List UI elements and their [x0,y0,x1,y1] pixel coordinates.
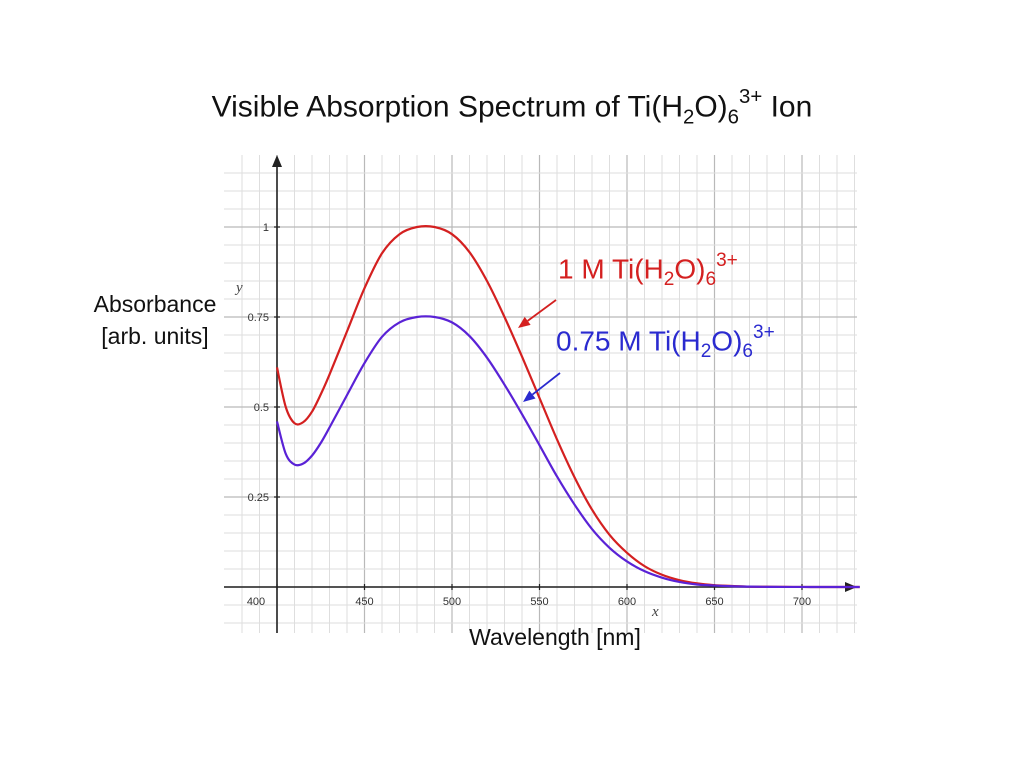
label-superscript: 3+ [753,322,775,343]
x-tick-label: 400 [247,596,265,608]
arrow-1m [518,299,557,328]
series-label-1m: 1 M Ti(H2O)63+ [558,250,738,291]
y-axis-title-line1: Absorbance [93,291,217,317]
title-text: Visible Absorption Spectrum of Ti(H [211,90,683,124]
label-subscript-2: 6 [705,269,717,291]
title-text-end: Ion [762,90,813,124]
x-tick-label: 700 [793,596,811,608]
title-superscript: 3+ [739,86,763,108]
x-tick-label: 600 [618,596,636,608]
label-subscript-2: 6 [742,341,753,363]
y-tick-label: 1 [263,222,269,234]
y-axis-title: Absorbance [arb. units] [70,288,240,352]
label-text: 1 M Ti(H [558,253,664,285]
label-subscript: 2 [663,269,675,291]
series-lines [275,225,860,589]
title-subscript: 2 [683,106,695,129]
x-tick-label: 650 [705,596,723,608]
arrow-shaft [527,299,557,322]
title-text-mid: O) [694,90,728,124]
label-subscript: 2 [700,341,712,363]
arrow-head [523,390,536,402]
series-label-075m: 0.75 M Ti(H2O)63+ [556,322,775,363]
y-tick-label: 0.25 [248,492,269,504]
y-tick-label: 0.75 [248,312,269,324]
x-axis-variable: x [651,604,659,620]
x-tick-label: 450 [355,596,373,608]
x-axis-title: Wavelength [nm] [469,624,641,650]
title-subscript-2: 6 [727,106,740,129]
label-superscript: 3+ [716,250,738,271]
x-tick-label: 550 [530,596,548,608]
y-axis-arrowhead [272,155,282,167]
label-text-mid: O) [674,253,706,285]
y-tick-label: 0.5 [254,402,269,414]
arrow-075m [523,372,561,402]
tick-labels: 400 450 500 550 600 650 700 0.25 0.5 0.75 1 [247,222,811,608]
label-text: 0.75 M Ti(H [556,325,701,357]
grid [224,155,857,633]
label-text-mid: O) [711,325,743,357]
series-line-075m [275,315,860,589]
arrow-head [518,316,531,328]
slide-title: Visible Absorption Spectrum of Ti(H2O)63… [0,86,1024,129]
label-arrows [518,299,561,402]
arrow-shaft [531,372,561,396]
y-axis-variable: y [234,280,243,296]
x-tick-label: 500 [443,596,461,608]
y-axis-title-line2: [arb. units] [101,323,209,349]
